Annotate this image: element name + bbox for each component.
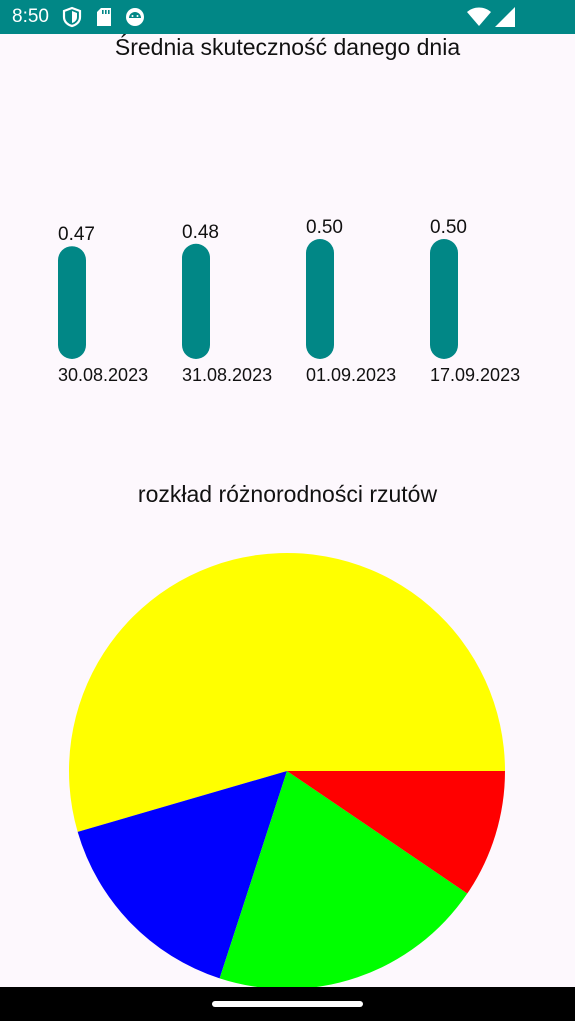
shield-icon xyxy=(62,6,82,28)
bar-value-label: 0.47 xyxy=(58,224,95,245)
pie-chart-title: rozkład różnorodności rzutów xyxy=(137,481,438,507)
pie-slice xyxy=(68,552,506,832)
home-gesture-handle[interactable] xyxy=(212,1001,363,1007)
bar-chart: …30.4730.08.20230.4831.08.20230.5001.09.… xyxy=(58,217,520,385)
pie-slice xyxy=(77,771,287,979)
bar-value-label: 0.50 xyxy=(306,217,343,238)
pie-chart xyxy=(68,552,506,987)
status-time: 8:50 xyxy=(12,6,49,27)
x-tick-label: 17.09.2023 xyxy=(430,365,520,385)
status-right-icons xyxy=(466,7,515,27)
bar xyxy=(430,239,458,359)
pie-slice xyxy=(287,771,505,894)
bar xyxy=(182,243,210,359)
bar-value-label: 0.50 xyxy=(430,217,467,238)
signal-icon xyxy=(495,7,515,27)
pie-slice xyxy=(219,771,468,987)
bar xyxy=(306,239,334,359)
x-tick-label: 30.08.2023 xyxy=(58,365,148,385)
wifi-icon xyxy=(466,7,491,26)
x-tick-label: 31.08.2023 xyxy=(182,365,272,385)
navigation-bar xyxy=(0,987,575,1021)
sd-card-icon xyxy=(97,8,111,26)
android-icon xyxy=(126,8,144,26)
bar-value-label: 0.48 xyxy=(182,222,219,243)
bar-chart-title: Średnia skuteczność danego dnia xyxy=(114,34,461,60)
status-bar: 8:50 xyxy=(0,0,575,34)
bar xyxy=(58,246,86,359)
x-tick-label: 01.09.2023 xyxy=(306,365,396,385)
